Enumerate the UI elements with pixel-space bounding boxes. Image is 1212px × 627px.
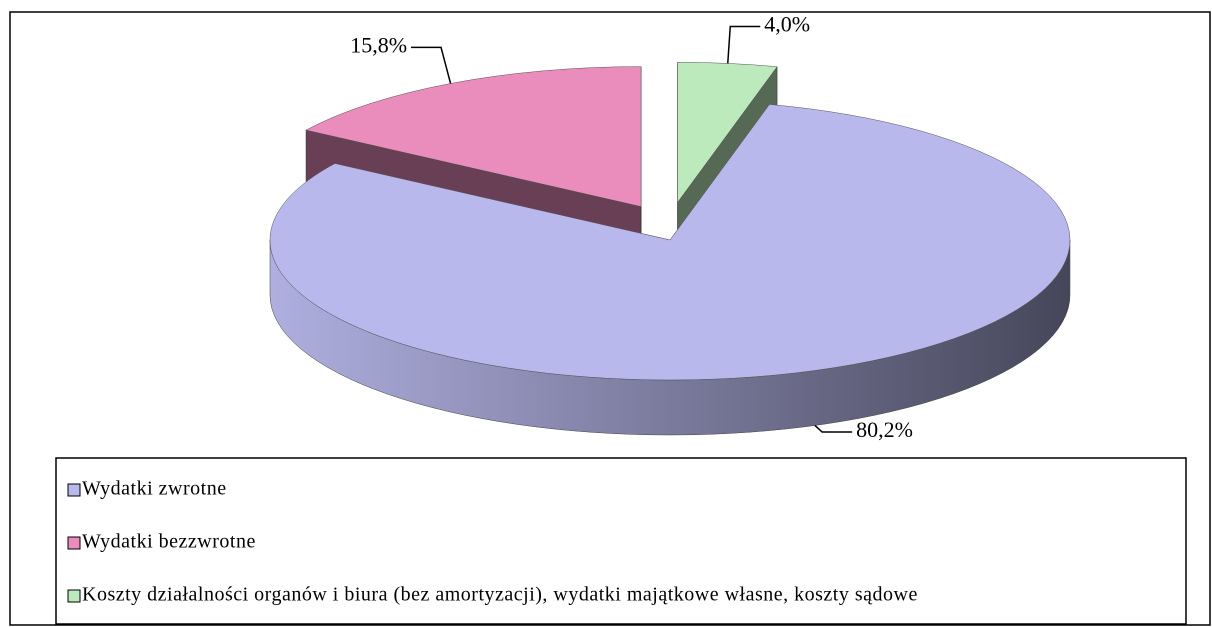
leader-line — [411, 46, 452, 84]
legend-label: Koszty działalności organów i biura (bez… — [82, 584, 918, 606]
chart-border — [9, 11, 1211, 626]
leader-line — [727, 25, 761, 64]
leader-line — [814, 424, 853, 433]
slice — [305, 66, 642, 207]
legend-label: Wydatki zwrotne — [82, 478, 227, 500]
legend-swatch — [67, 483, 81, 497]
slice — [677, 62, 778, 204]
data-label: 15,8% — [350, 32, 407, 57]
data-label: 4,0% — [764, 12, 810, 37]
slice — [269, 104, 1071, 381]
data-label: 80,2% — [856, 417, 913, 442]
legend-label: Wydatki bezzwrotne — [82, 531, 256, 553]
legend-swatch — [67, 536, 81, 550]
legend-box — [55, 457, 1187, 625]
legend-swatch — [67, 589, 81, 603]
